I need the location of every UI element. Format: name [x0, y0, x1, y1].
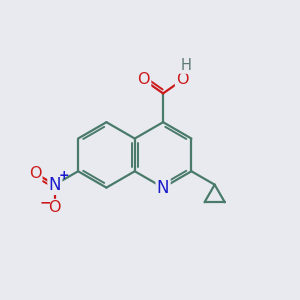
Text: +: + [59, 169, 69, 182]
Text: N: N [157, 178, 169, 196]
Text: −: − [40, 196, 52, 210]
Text: O: O [29, 166, 41, 181]
Text: O: O [49, 200, 61, 215]
Text: H: H [180, 58, 191, 73]
Text: N: N [49, 176, 61, 194]
Text: O: O [176, 72, 189, 87]
Text: O: O [137, 72, 150, 87]
